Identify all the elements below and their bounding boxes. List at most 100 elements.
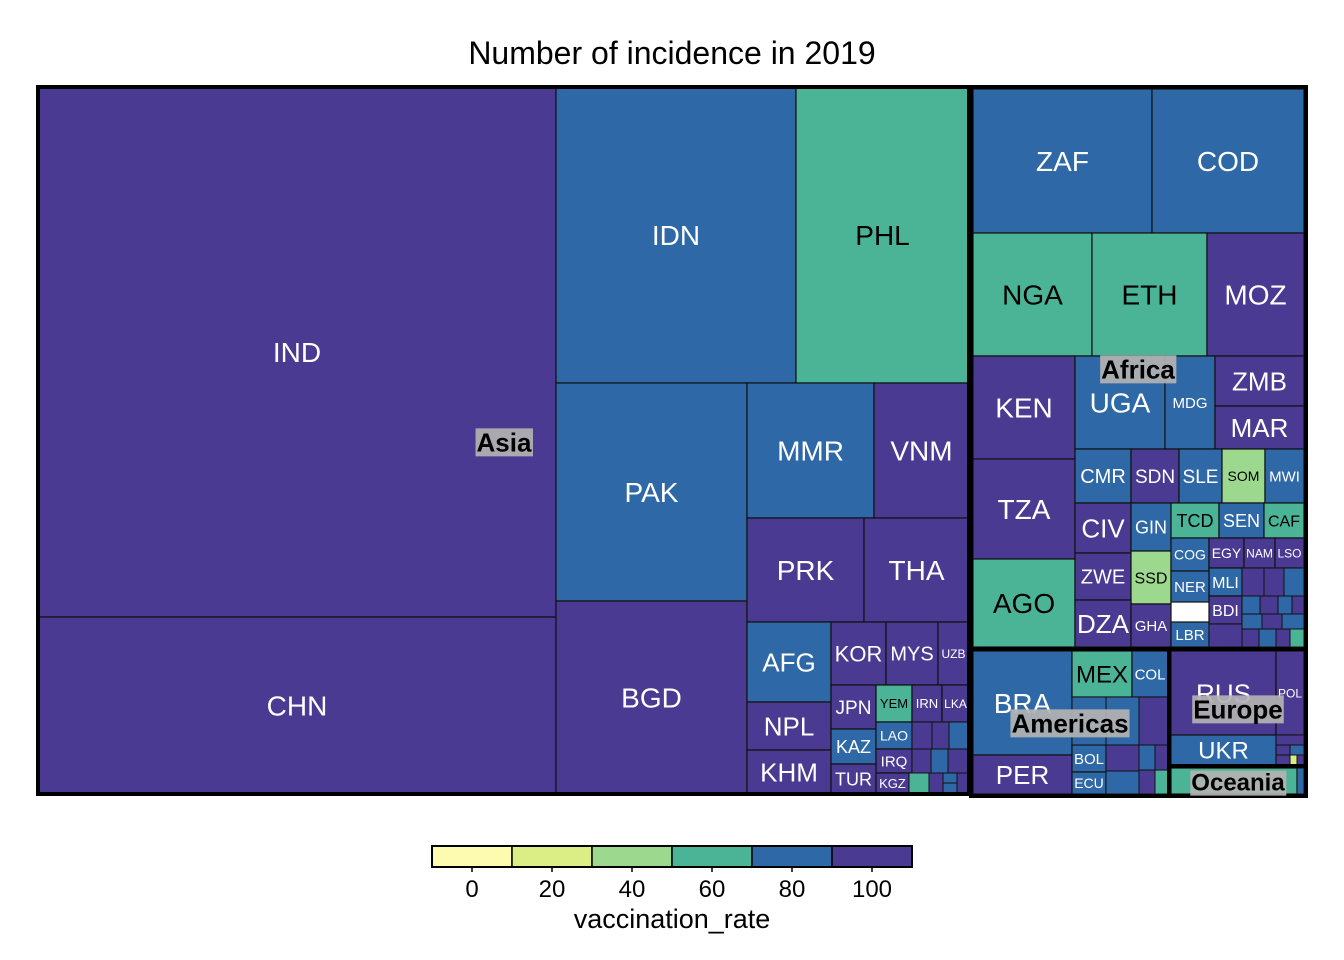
tile-label: NAM <box>1246 546 1273 560</box>
chart-title: Number of incidence in 2019 <box>468 35 875 71</box>
colorbar-bin <box>671 845 753 868</box>
tile-label: ZAF <box>1036 146 1089 177</box>
colorbar-title: vaccination_rate <box>574 904 771 934</box>
colorbar-tick-label: 60 <box>699 876 726 903</box>
group-label-bg <box>1192 695 1284 724</box>
tile-eth: ETH <box>1091 232 1208 357</box>
tile-rect <box>830 684 877 730</box>
tile-label: ZMB <box>1232 366 1287 396</box>
group-label-bg <box>1100 355 1177 384</box>
tiles-layer: IND CHN IDN PHL PAK BGD MMR VNM PRK THA AFG NPL KHM K… <box>37 86 1305 795</box>
tile-kgz: KGZ <box>875 772 910 795</box>
small-tile <box>928 772 944 795</box>
group-label-bg <box>1190 770 1287 796</box>
tile-bra: BRA <box>972 650 1073 756</box>
tile-tza: TZA <box>972 458 1076 560</box>
tile-label: CAF <box>1268 513 1300 530</box>
group-label-asia: Asia <box>475 427 533 457</box>
tile-label: IDN <box>652 220 700 251</box>
small-tile <box>1138 769 1156 795</box>
tile-rect <box>746 701 832 751</box>
tile-gha: GHA <box>1130 603 1172 648</box>
tile-kor: KOR <box>830 621 887 686</box>
tile-rect <box>1074 502 1132 554</box>
colorbar-tick-label: 20 <box>539 876 566 903</box>
group-label-text: Asia <box>477 427 532 457</box>
tile-pak: PAK <box>555 382 748 602</box>
tile-tcd: TCD <box>1170 502 1220 539</box>
tile-rect <box>830 621 887 686</box>
tile-label: MLI <box>1212 575 1239 592</box>
small-tile <box>1138 696 1169 746</box>
tile-label: TUR <box>835 769 872 789</box>
tile-mli: MLI <box>1208 567 1243 597</box>
tile-nga: NGA <box>972 232 1093 357</box>
small-tile <box>1208 623 1243 648</box>
tile-chn: CHN <box>37 616 557 795</box>
tile-label: KEN <box>995 393 1053 424</box>
group-label-text: Oceania <box>1191 770 1285 797</box>
tile-label: DZA <box>1077 609 1130 639</box>
tile-label: LBR <box>1175 627 1204 644</box>
tile-tur: TUR <box>830 763 877 795</box>
tile-rect <box>875 748 913 774</box>
tile-mmr: MMR <box>746 382 875 519</box>
tile-label: TCD <box>1177 511 1214 531</box>
tile-rect <box>972 650 1073 756</box>
tile-lao: LAO <box>875 721 913 750</box>
tile-rect <box>972 754 1073 795</box>
small-tile <box>1105 770 1140 795</box>
tile-rect <box>1151 88 1305 234</box>
tile-label: SOM <box>1228 468 1260 484</box>
tile-zaf: ZAF <box>972 88 1153 234</box>
small-tile <box>1241 613 1263 630</box>
tile-label: LAO <box>880 728 908 744</box>
tile-label: LSO <box>1277 546 1301 560</box>
tile-label: VNM <box>890 436 952 467</box>
tile-rect <box>1130 448 1180 504</box>
group-label-bg <box>1010 709 1130 738</box>
small-tile <box>1263 567 1285 597</box>
tile-afg: AFG <box>746 621 832 703</box>
tile-label: IRN <box>916 696 938 711</box>
tile-mys: MYS <box>885 621 939 686</box>
small-tile <box>1275 744 1291 756</box>
tile-rect <box>555 600 748 795</box>
tile-label: CIV <box>1081 513 1125 543</box>
colorbar-tick-label: 100 <box>852 876 892 903</box>
group-label-bg <box>475 428 533 457</box>
small-tile <box>1138 744 1156 771</box>
tile-rect <box>972 558 1076 648</box>
tile-rect <box>1206 232 1305 357</box>
tile-label: LKA <box>944 697 967 711</box>
tile-ukr: UKR <box>1170 734 1277 766</box>
small-tile <box>1275 628 1291 648</box>
colorbar-bin <box>431 845 513 868</box>
tile-civ: CIV <box>1074 502 1132 554</box>
tile-rect <box>1208 567 1243 597</box>
small-tile <box>1261 613 1283 630</box>
tile-rect <box>1214 355 1305 407</box>
small-tile <box>1258 628 1277 648</box>
tile-rect <box>555 382 748 602</box>
tile-npl: NPL <box>746 701 832 751</box>
tile-cog: COG <box>1170 537 1210 572</box>
tile-rect <box>972 355 1076 460</box>
colorbar-bin <box>751 845 833 868</box>
tile-col: COL <box>1131 650 1169 698</box>
tile-label: COD <box>1197 146 1259 177</box>
tile-label: EGY <box>1212 545 1242 561</box>
tile-lso: LSO <box>1274 537 1305 569</box>
tile-rect <box>873 382 970 519</box>
group-label-americas: Americas <box>1010 708 1130 738</box>
tile-ner: NER <box>1170 570 1210 603</box>
tile-dza: DZA <box>1074 599 1132 648</box>
tile-label: SEN <box>1223 511 1260 531</box>
colorbar-tick-label: 80 <box>779 876 806 903</box>
tile-label: BDI <box>1212 603 1239 620</box>
tile-label: ZWE <box>1081 567 1125 589</box>
group-label-africa: Africa <box>1100 354 1177 384</box>
tile-label: SSD <box>1135 570 1168 587</box>
tile-rect <box>911 684 943 723</box>
tile-label: UGA <box>1090 388 1151 419</box>
